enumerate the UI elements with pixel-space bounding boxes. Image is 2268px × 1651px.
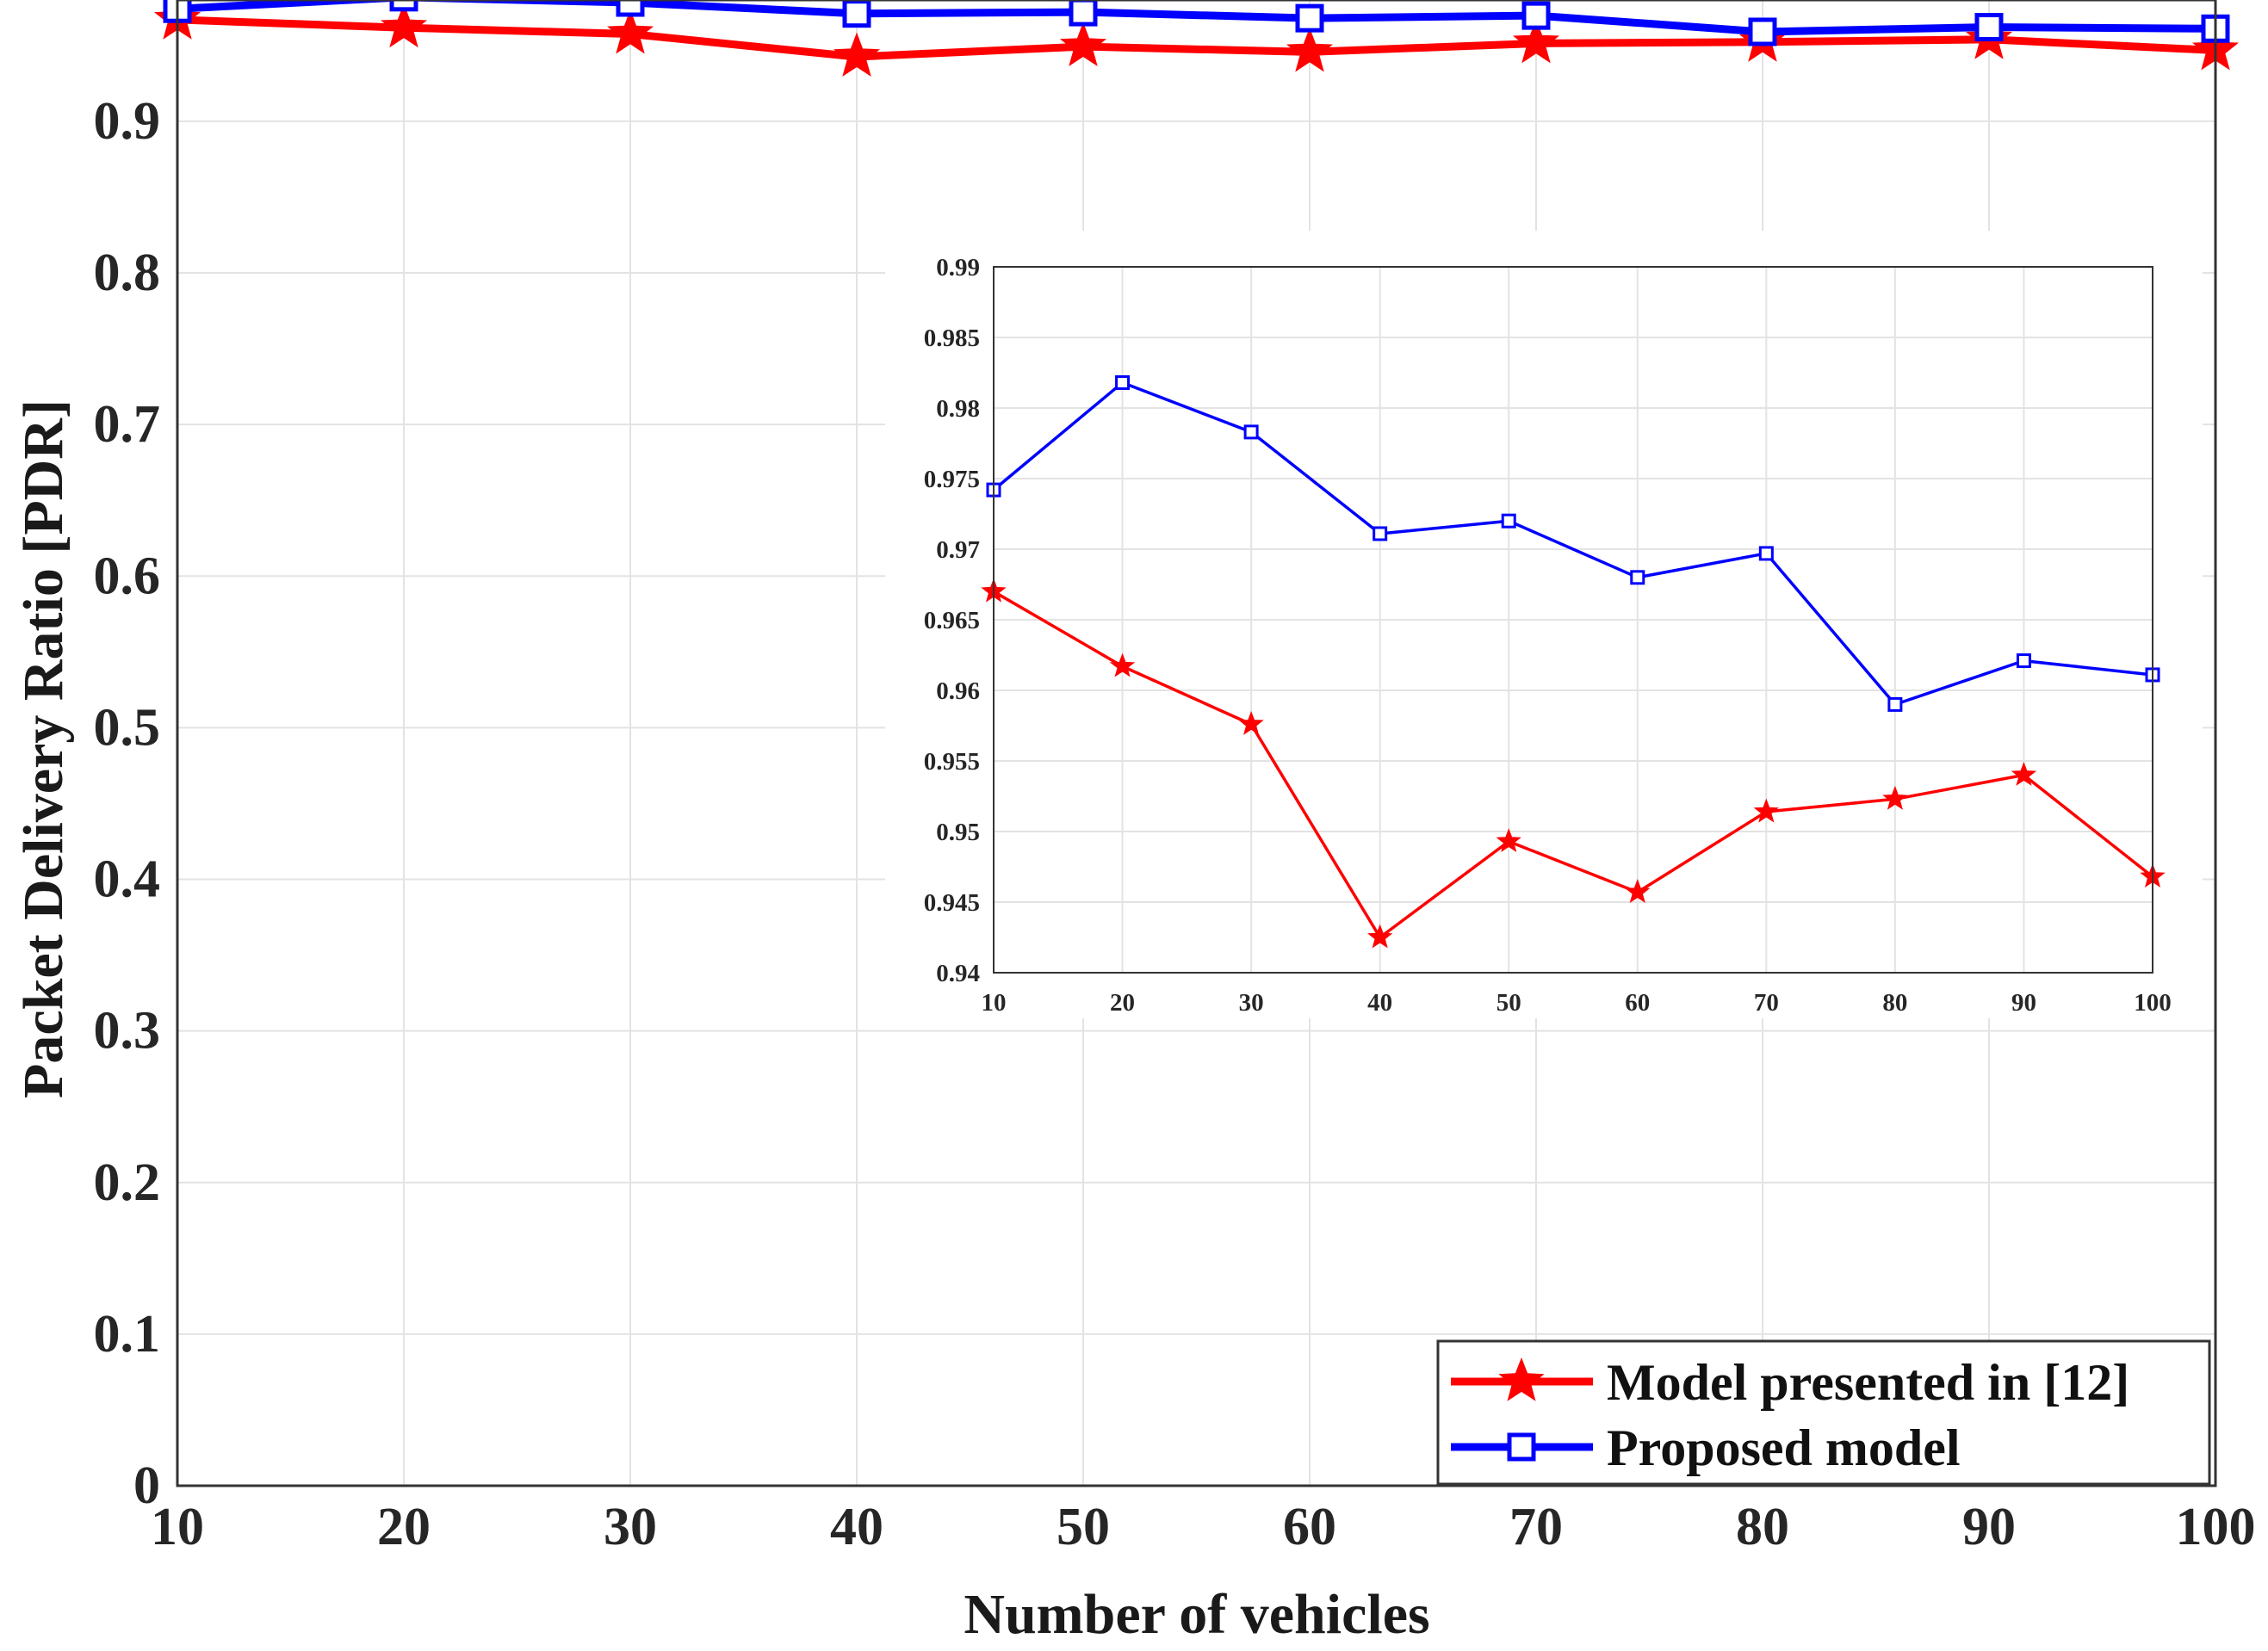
legend-square-marker [1507,1432,1536,1462]
inset-point-proposed-model-70 [1758,546,1774,561]
main-point-proposed-model-40 [842,0,871,28]
inset-x-tick-40: 40 [1367,989,1392,1017]
legend-star-marker [1498,1357,1545,1401]
main-y-tick-0.2: 0.2 [94,1153,161,1212]
main-y-tick-0: 0 [133,1456,160,1515]
main-y-tick-0.3: 0.3 [94,1002,161,1060]
main-line-proposed-model [177,0,2216,36]
main-plot-frame [176,0,2217,1487]
inset-point-proposed-model-20 [1115,374,1131,390]
main-point-proposed-model-80 [1748,17,1777,46]
main-point-proposed-model-60 [1295,3,1324,33]
main-point-model-presented-in-12-60 [1286,27,1334,72]
inset-x-tick-70: 70 [1754,989,1779,1017]
inset-point-model-presented-in-12-70 [1753,798,1779,823]
inset-y-tick-0.98: 0.98 [936,395,980,423]
main-point-model-presented-in-12-50 [1059,22,1107,67]
main-x-tick-90: 90 [1962,1498,2016,1556]
inset-point-proposed-model-90 [2016,653,2031,669]
main-y-tick-0.5: 0.5 [94,698,161,757]
inset-point-model-presented-in-12-90 [2011,761,2037,786]
main-x-tick-100: 100 [2176,1498,2256,1556]
main-point-proposed-model-50 [1069,0,1098,27]
y-axis-title: Packet Delivery Ratio [PDR] [12,399,75,1098]
main-point-model-presented-in-12-70 [1512,18,1560,64]
main-x-tick-70: 70 [1509,1498,1563,1556]
main-point-model-presented-in-12-20 [380,3,428,48]
main-point-proposed-model-90 [1974,13,2004,42]
legend: Model presented in [12] Proposed model [1436,1339,2211,1486]
main-x-tick-40: 40 [830,1498,883,1556]
inset-point-model-presented-in-12-40 [1367,924,1393,949]
legend-box [1436,1339,2211,1486]
inset-point-model-presented-in-12-80 [1882,785,1908,810]
inset-y-tick-0.975: 0.975 [924,466,980,493]
inset-point-model-presented-in-12-60 [1625,879,1651,903]
main-y-tick-0.9: 0.9 [94,92,161,151]
inset-y-tick-0.95: 0.95 [936,819,980,846]
inset-x-tick-60: 60 [1625,989,1650,1017]
inset-y-tick-0.955: 0.955 [924,748,980,776]
main-point-proposed-model-30 [616,0,645,17]
inset-panel [885,231,2203,1018]
main-x-tick-20: 20 [377,1498,431,1556]
main-point-proposed-model-20 [389,0,418,12]
legend-label-model-12: Model presented in [12] [1607,1354,2129,1411]
inset-line-model-presented-in-12 [993,590,2154,939]
main-y-tick-0.6: 0.6 [94,547,161,605]
inset-y-tick-0.99: 0.99 [936,254,980,281]
main-series [153,0,2240,77]
main-x-tick-10: 10 [151,1498,204,1556]
main-point-model-presented-in-12-30 [606,9,654,54]
inset-point-model-presented-in-12-30 [1238,710,1264,735]
main-tick-labels: 10 20 30 40 50 60 70 80 90 100 0 0.1 0.2 0.3 0.4 0.5 0.6… [94,92,2256,1556]
inset-point-proposed-model-80 [1887,696,1903,712]
inset-point-proposed-model-50 [1501,513,1516,529]
inset-y-tick-0.96: 0.96 [936,677,980,705]
legend-entry-model-12: Model presented in [12] [1451,1354,2129,1411]
inset-point-proposed-model-40 [1373,526,1388,541]
inset-x-tick-30: 30 [1239,989,1264,1017]
inset-x-tick-10: 10 [982,989,1007,1017]
main-line-model-presented-in-12 [177,15,2216,61]
main-point-model-presented-in-12-40 [833,32,881,77]
inset-line-proposed-model [992,380,2153,707]
inset-plot-frame [993,266,2153,974]
inset-point-proposed-model-60 [1630,570,1645,585]
inset-y-tick-0.94: 0.94 [936,960,980,987]
inset-y-tick-0.97: 0.97 [936,536,980,564]
inset-point-model-presented-in-12-20 [1109,652,1136,677]
inset-y-tick-0.965: 0.965 [924,607,980,634]
main-y-tick-0.8: 0.8 [94,244,161,302]
main-y-tick-0.7: 0.7 [94,395,161,454]
inset-x-tick-50: 50 [1497,989,1521,1017]
inset-point-model-presented-in-12-50 [1496,828,1521,852]
legend-entry-proposed-model: Proposed model [1451,1419,1961,1476]
inset-y-tick-0.985: 0.985 [924,325,980,352]
inset-x-tick-100: 100 [2134,989,2172,1017]
inset-x-tick-90: 90 [2011,989,2036,1017]
main-point-proposed-model-70 [1521,1,1551,30]
inset-y-tick-0.945: 0.945 [924,889,980,917]
x-axis-title: Number of vehicles [964,1583,1429,1646]
inset-x-tick-20: 20 [1110,989,1135,1017]
main-x-tick-60: 60 [1283,1498,1336,1556]
main-x-tick-30: 30 [604,1498,657,1556]
inset-point-proposed-model-30 [1243,424,1259,440]
inset-tick-labels: 10 20 30 40 50 60 70 80 90 100 0.94 0.945 0.95 0.955 0… [924,254,2172,1017]
main-x-tick-50: 50 [1057,1498,1110,1556]
main-y-tick-0.4: 0.4 [94,850,161,909]
main-y-tick-0.1: 0.1 [94,1305,161,1363]
inset-x-tick-80: 80 [1882,989,1907,1017]
legend-label-proposed-model: Proposed model [1607,1419,1961,1476]
main-x-tick-80: 80 [1736,1498,1789,1556]
